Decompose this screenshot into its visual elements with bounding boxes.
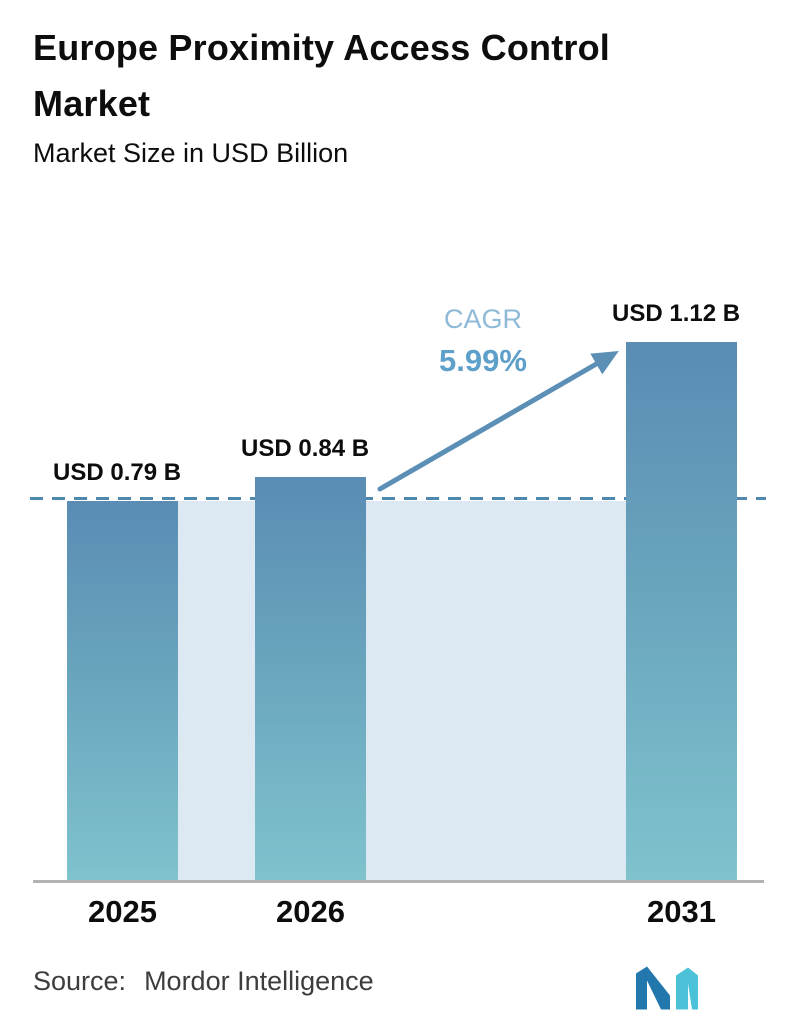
value-label-2026: USD 0.84 B — [241, 435, 370, 462]
reference-dashed-line — [30, 497, 766, 500]
x-tick-2025: 2025 — [88, 894, 157, 929]
x-axis-baseline — [33, 880, 764, 883]
cagr-label: CAGR — [443, 304, 522, 334]
source-attribution: Source: Mordor Intelligence — [33, 966, 374, 997]
cagr-value: 5.99% — [439, 343, 527, 378]
plot-backdrop — [67, 501, 737, 880]
bar-2031 — [626, 342, 737, 882]
bar-2026 — [255, 477, 366, 882]
source-label: Source: — [33, 966, 127, 996]
cagr-annotation: CAGR 5.99% — [408, 304, 558, 379]
value-label-2025: USD 0.79 B — [53, 459, 182, 486]
value-label-2031: USD 1.12 B — [612, 300, 741, 327]
x-tick-2031: 2031 — [647, 894, 716, 929]
source-value: Mordor Intelligence — [144, 966, 374, 996]
x-tick-2026: 2026 — [276, 894, 345, 929]
mordor-intelligence-logo — [636, 966, 698, 1010]
chart-title: Europe Proximity Access Control Market — [33, 27, 611, 124]
chart-subtitle: Market Size in USD Billion — [33, 138, 349, 168]
bar-2025 — [67, 501, 178, 882]
